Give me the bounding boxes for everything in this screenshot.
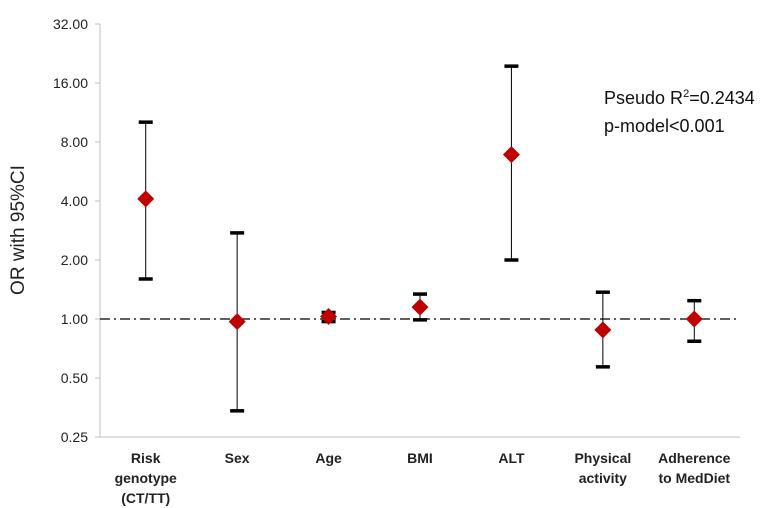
x-category-label: Risk genotype (CT/TT) — [115, 450, 177, 506]
or-point-marker — [228, 313, 246, 331]
pseudo-r2-value: =0.2434 — [689, 88, 755, 108]
or-point-marker — [320, 307, 338, 325]
x-category-label-line: (CT/TT) — [121, 490, 170, 506]
x-category-label-line: to MedDiet — [659, 470, 731, 486]
or-point-marker — [502, 146, 520, 164]
y-tick-label: 4.00 — [61, 193, 88, 209]
pseudo-r2-superscript: 2 — [683, 88, 689, 100]
or-point-marker — [685, 310, 703, 328]
y-tick-label: 2.00 — [61, 252, 88, 268]
x-category-label-line: genotype — [115, 470, 177, 486]
or-series — [137, 64, 703, 413]
x-category-label-line: Physical — [574, 450, 631, 466]
or-point-marker — [411, 298, 429, 316]
x-category-label-line: ALT — [498, 450, 525, 466]
pseudo-r2-annotation: Pseudo R2=0.2434 — [604, 88, 755, 108]
y-tick-label: 1.00 — [61, 311, 88, 327]
or-point-marker — [137, 190, 155, 208]
x-category-label-line: activity — [579, 470, 627, 486]
p-model-annotation: p-model<0.001 — [604, 116, 725, 136]
x-category-label: Physical activity — [574, 450, 631, 486]
y-axis-title: OR with 95%CI — [8, 165, 29, 295]
x-category-label: Adherence to MedDiet — [658, 450, 731, 486]
x-category-label: Sex — [225, 450, 250, 466]
x-category-label-line: Adherence — [658, 450, 731, 466]
x-axis: Risk genotype (CT/TT) Sex Age BMI ALT Physical a… — [100, 436, 740, 506]
y-tick-label: 8.00 — [61, 134, 88, 150]
x-category-label: BMI — [407, 450, 433, 466]
x-category-label: ALT — [498, 450, 525, 466]
y-tick-label: 0.25 — [61, 429, 88, 445]
pseudo-r2-prefix: Pseudo R — [604, 88, 683, 108]
y-axis: 0.25 0.50 1.00 2.00 4.00 8.00 16.00 32.00 — [53, 16, 101, 445]
x-category-label-line: Sex — [225, 450, 250, 466]
y-tick-label: 16.00 — [53, 75, 88, 91]
y-tick-label: 0.50 — [61, 370, 88, 386]
x-category-label: Age — [315, 450, 342, 466]
or-point-marker — [594, 321, 612, 339]
x-category-label-line: BMI — [407, 450, 433, 466]
y-tick-label: 32.00 — [53, 16, 88, 32]
x-category-label-line: Risk — [131, 450, 161, 466]
x-category-label-line: Age — [315, 450, 342, 466]
